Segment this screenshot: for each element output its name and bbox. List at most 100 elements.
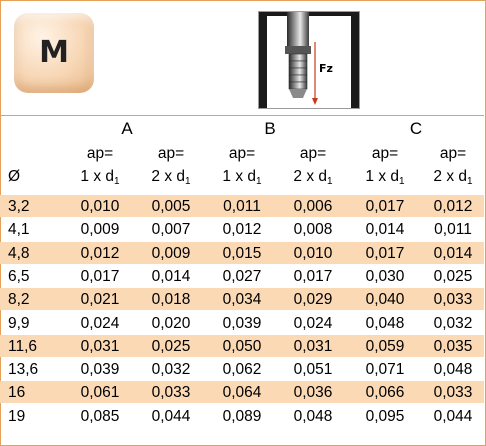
feed-value-cell: 0,050	[222, 337, 262, 355]
diameter-cell: 6,5	[8, 267, 30, 285]
group-label-b: B	[264, 119, 276, 138]
feed-value-cell: 0,021	[80, 291, 120, 309]
feed-value-cell: 0,062	[222, 361, 262, 379]
feed-value-cell: 0,040	[365, 291, 405, 309]
feed-value-cell: 0,031	[293, 337, 333, 355]
group-label-c: C	[409, 119, 423, 138]
feed-value-cell: 0,010	[293, 244, 333, 262]
diameter-cell: 8,2	[8, 291, 30, 309]
diameter-cell: 3,2	[8, 198, 30, 215]
feed-value-cell: 0,024	[293, 314, 333, 332]
feed-value-cell: 0,032	[151, 361, 191, 379]
feed-value-cell: 0,064	[222, 384, 262, 402]
fz-label: Fz	[319, 62, 333, 75]
feed-value-cell: 0,039	[222, 314, 262, 332]
material-m-badge: M	[14, 13, 94, 93]
tap-tool-icon: Fz	[258, 11, 360, 109]
feed-value-cell: 0,007	[151, 221, 191, 239]
feed-value-cell: 0,012	[80, 244, 120, 262]
feed-value-cell: 0,044	[433, 407, 473, 425]
diameter-cell: 4,1	[8, 221, 30, 239]
feed-value-cell: 0,011	[223, 198, 261, 215]
feed-value-cell: 0,024	[80, 314, 120, 332]
feed-value-cell: 0,012	[433, 198, 473, 215]
feed-value-cell: 0,009	[151, 244, 191, 262]
feed-value-cell: 0,033	[151, 384, 191, 402]
feed-value-cell: 0,061	[80, 384, 120, 402]
feed-value-cell: 0,015	[222, 244, 262, 262]
feed-value-cell: 0,089	[222, 407, 262, 425]
feed-value-cell: 0,006	[293, 198, 333, 215]
group-label-a: A	[121, 119, 133, 138]
header-section: M	[0, 0, 484, 116]
feed-value-cell: 0,020	[151, 314, 191, 332]
feed-value-cell: 0,059	[365, 337, 405, 355]
feed-value-cell: 0,095	[365, 407, 405, 425]
col-header-a2-line1: ap=	[157, 145, 185, 162]
feed-value-cell: 0,039	[80, 361, 120, 379]
feed-value-cell: 0,017	[365, 198, 405, 215]
feed-value-cell: 0,030	[365, 267, 405, 285]
feed-value-cell: 0,025	[433, 267, 473, 285]
diameter-cell: 11,6	[8, 337, 38, 355]
feed-value-cell: 0,071	[365, 361, 405, 379]
col-header-c2-line1: ap=	[439, 145, 467, 162]
table-row: 8,2 0,021 0,018 0,034 0,029 0,040 0,033	[0, 288, 484, 311]
feed-value-cell: 0,005	[151, 198, 191, 215]
feed-value-cell: 0,034	[222, 291, 262, 309]
feed-value-cell: 0,008	[293, 221, 333, 239]
feed-value-cell: 0,011	[434, 221, 472, 239]
feed-value-cell: 0,085	[80, 407, 120, 425]
feed-value-cell: 0,036	[293, 384, 333, 402]
feed-value-cell: 0,051	[293, 361, 333, 379]
feed-value-cell: 0,025	[151, 337, 191, 355]
col-header-c2-line2: 2 x d1	[433, 168, 473, 187]
col-header-b1-line1: ap=	[228, 145, 256, 162]
col-header-c1-line1: ap=	[371, 145, 399, 162]
col-header-b1-line2: 1 x d1	[222, 168, 262, 187]
feed-value-cell: 0,033	[433, 291, 473, 309]
col-header-a1-line1: ap=	[86, 145, 114, 162]
table-row: 11,6 0,031 0,025 0,050 0,031 0,059 0,035	[0, 334, 484, 357]
diameter-cell: 13,6	[8, 361, 39, 379]
diameter-cell: 4,8	[8, 244, 30, 262]
table-row: 16 0,061 0,033 0,064 0,036 0,066 0,033	[0, 381, 484, 404]
feed-value-cell: 0,029	[293, 291, 333, 309]
table-row: 4,8 0,012 0,009 0,015 0,010 0,017 0,014	[0, 241, 484, 264]
feed-value-cell: 0,017	[80, 267, 120, 285]
feed-value-cell: 0,035	[433, 337, 473, 355]
feed-value-cell: 0,048	[365, 314, 405, 332]
feed-value-cell: 0,012	[222, 221, 262, 239]
table-row: 13,6 0,039 0,032 0,062 0,051 0,071 0,048	[0, 358, 484, 380]
table-row: 19 0,085 0,044 0,089 0,048 0,095 0,044	[0, 405, 484, 427]
tap-drawing	[259, 12, 359, 108]
col-header-b2-line1: ap=	[299, 145, 327, 162]
feed-value-cell: 0,018	[151, 291, 191, 309]
feed-value-cell: 0,017	[365, 244, 405, 262]
feed-value-cell: 0,027	[222, 267, 262, 285]
feed-value-cell: 0,014	[433, 244, 473, 262]
feed-value-cell: 0,010	[80, 198, 120, 215]
feed-value-cell: 0,009	[80, 221, 120, 239]
feed-value-cell: 0,032	[433, 314, 473, 332]
diameter-cell: 19	[8, 407, 26, 425]
feed-value-cell: 0,031	[80, 337, 120, 355]
feed-value-cell: 0,048	[293, 407, 333, 425]
table-row: 6,5 0,017 0,014 0,027 0,017 0,030 0,025	[0, 265, 484, 287]
diameter-cell: 16	[8, 384, 26, 402]
feed-value-cell: 0,066	[365, 384, 405, 402]
col-header-a2-line2: 2 x d1	[151, 168, 191, 187]
feed-value-cell: 0,014	[151, 267, 191, 285]
feed-value-cell: 0,017	[293, 267, 333, 285]
col-header-a1-line2: 1 x d1	[80, 168, 120, 187]
material-letter: M	[39, 35, 69, 70]
feed-value-cell: 0,014	[365, 221, 405, 239]
feed-value-cell: 0,033	[433, 384, 473, 402]
table-row: 3,2 0,010 0,005 0,011 0,006 0,017 0,012	[0, 195, 484, 217]
table-row: 9,9 0,024 0,020 0,039 0,024 0,048 0,032	[0, 312, 484, 334]
table-row: 4,1 0,009 0,007 0,012 0,008 0,014 0,011	[0, 218, 484, 240]
feed-value-cell: 0,044	[151, 407, 191, 425]
diameter-header: Ø	[8, 168, 21, 185]
col-header-b2-line2: 2 x d1	[293, 168, 333, 187]
feed-value-cell: 0,048	[433, 361, 473, 379]
